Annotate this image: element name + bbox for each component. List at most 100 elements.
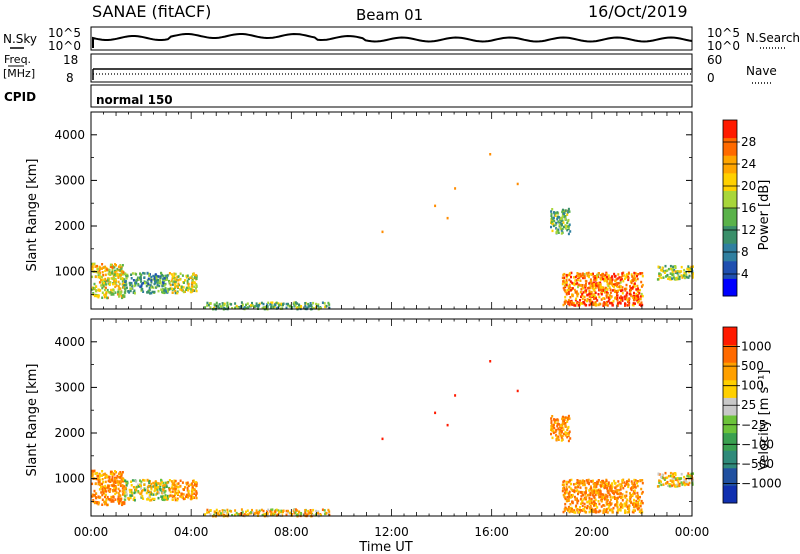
velocity-cell <box>104 476 107 480</box>
velocity-cell <box>226 511 229 514</box>
velocity-cell <box>147 496 150 499</box>
velocity-cell <box>166 494 169 498</box>
velocity-cell <box>616 509 619 512</box>
velocity-cell <box>567 414 570 418</box>
velocity-cell <box>191 493 194 496</box>
power-cell <box>601 275 604 278</box>
velocity-cell <box>177 486 180 489</box>
power-cell <box>295 306 298 310</box>
power-cell <box>243 306 246 309</box>
power-cell <box>176 290 179 293</box>
power-cell <box>603 289 606 292</box>
velocity-cell <box>621 481 624 484</box>
power-cell <box>633 294 635 298</box>
velocity-cell <box>328 513 331 517</box>
velocity-cell <box>551 436 554 440</box>
velocity-isolated-cell <box>489 360 492 363</box>
power-cell <box>180 288 183 292</box>
velocity-cell <box>561 426 564 430</box>
velocity-cell <box>621 506 624 509</box>
power-cell <box>615 289 618 293</box>
velocity-cell <box>230 510 233 513</box>
velocity-cell <box>186 482 189 486</box>
velocity-cell <box>656 485 659 488</box>
power-cell <box>624 303 627 306</box>
velocity-cell <box>589 509 592 512</box>
velocity-cell <box>149 491 152 494</box>
power-cell <box>111 268 114 272</box>
power-cell <box>186 279 189 283</box>
velocity-cell <box>562 428 565 431</box>
freq-right-tick-top: 60 <box>707 53 722 67</box>
velocity-cell <box>622 486 625 490</box>
power-cell <box>116 267 119 271</box>
velocity-cell <box>557 435 560 438</box>
power-cell <box>639 297 642 301</box>
velocity-cell <box>678 477 681 480</box>
power-cell <box>600 298 603 301</box>
velocity-cell <box>683 479 686 482</box>
velocity-cell <box>586 494 589 497</box>
velocity-cell <box>307 509 310 513</box>
power-cell <box>638 292 641 295</box>
velocity-cell <box>629 495 632 499</box>
power-cell <box>629 291 632 294</box>
velocity-cell <box>593 509 596 512</box>
power-cell <box>139 285 142 289</box>
power-cell <box>104 293 107 297</box>
power-cell <box>173 274 176 278</box>
velocity-cell <box>563 479 566 483</box>
velocity-cell <box>566 428 569 432</box>
power-cell <box>118 282 121 286</box>
velocity-cell <box>109 488 112 491</box>
velocity-cell <box>563 509 566 512</box>
power-cell <box>593 288 596 292</box>
velocity-cell <box>573 490 576 494</box>
power-cell <box>607 296 610 300</box>
power-y-label: Slant Range [km] <box>25 159 40 272</box>
power-cell <box>130 277 133 280</box>
power-cell <box>140 273 143 276</box>
velocity-cell <box>160 478 162 482</box>
power-cell <box>108 268 111 272</box>
velocity-cell <box>148 479 151 483</box>
velocity-cell <box>592 479 594 483</box>
noise-left-tick-bottom: 10^0 <box>48 39 81 53</box>
power-cell <box>192 273 195 276</box>
velocity-cell <box>584 498 587 501</box>
power-cell <box>150 291 153 295</box>
velocity-cell <box>556 423 559 426</box>
power-cell <box>325 304 328 308</box>
velocity-cell <box>561 422 564 425</box>
power-cell <box>241 304 244 307</box>
power-cell <box>556 228 559 231</box>
power-cell <box>633 296 636 300</box>
velocity-cell <box>596 491 598 495</box>
power-cell <box>271 301 274 304</box>
power-colorbar-segment <box>723 137 737 156</box>
power-isolated-cell <box>381 230 384 234</box>
power-cell <box>140 283 143 286</box>
power-cell <box>657 265 660 269</box>
velocity-cell <box>593 485 596 488</box>
power-cell <box>275 301 278 305</box>
velocity-cell <box>162 481 165 485</box>
velocity-cell <box>556 437 559 440</box>
velocity-cell <box>101 503 104 506</box>
power-cell <box>568 210 571 213</box>
velocity-cell <box>111 473 114 476</box>
power-cell <box>590 294 593 297</box>
power-cell <box>599 277 602 280</box>
power-cell <box>185 288 188 291</box>
power-cell <box>586 293 589 297</box>
velocity-cell <box>113 486 116 490</box>
velocity-cell <box>562 415 564 419</box>
power-cell <box>603 291 606 294</box>
power-cell <box>640 280 643 284</box>
velocity-cell <box>630 488 633 492</box>
velocity-cell <box>130 494 133 497</box>
power-cell <box>617 273 620 276</box>
velocity-cell <box>595 504 598 507</box>
power-cell <box>171 280 174 283</box>
